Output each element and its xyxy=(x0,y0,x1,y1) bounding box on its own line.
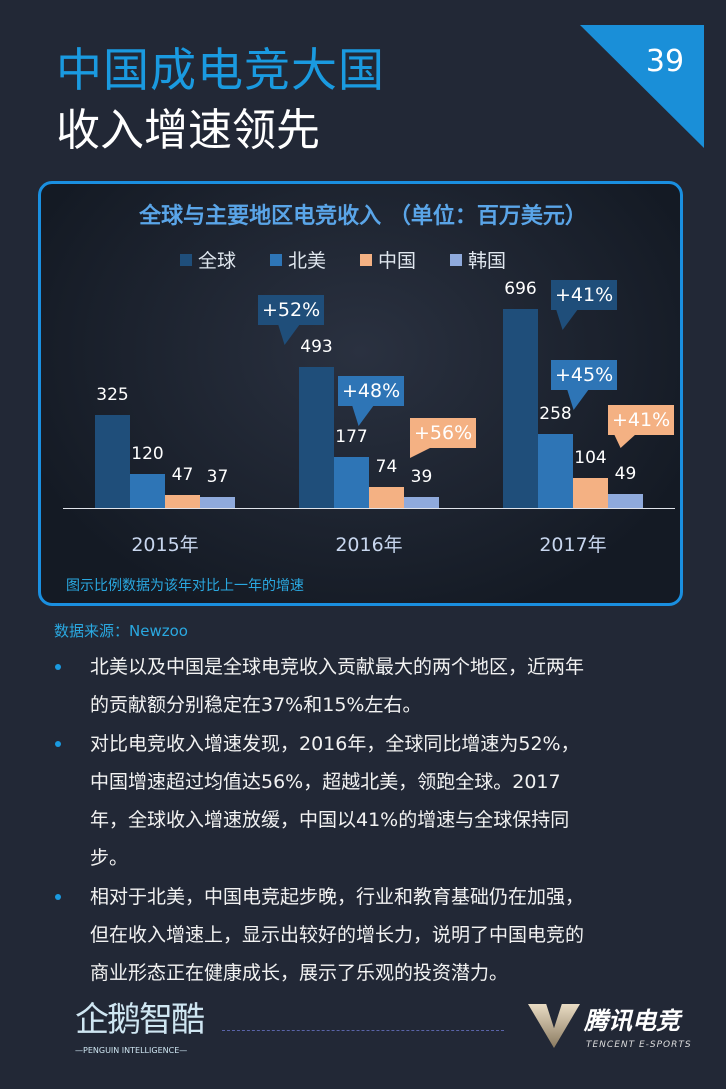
chart-panel xyxy=(38,181,683,606)
bullet-text-line: 中国增速超过均值达56%，超越北美，领跑全球。2017 xyxy=(90,771,561,793)
chart-legend: 全球 北美 中国 韩国 xyxy=(180,246,506,273)
bullet-icon xyxy=(55,894,61,900)
legend-label: 北美 xyxy=(288,250,327,272)
legend-item: 中国 xyxy=(360,246,416,273)
chart-note: 图示比例数据为该年对比上一年的增速 xyxy=(66,578,304,594)
bullet-icon xyxy=(55,664,61,670)
legend-label: 韩国 xyxy=(468,250,507,272)
bullet-text-line: 对比电竞收入增速发现，2016年，全球同比增速为52%， xyxy=(90,733,580,755)
legend-swatch xyxy=(360,253,373,266)
chart-title: 全球与主要地区电竞收入 （单位：百万美元） xyxy=(139,204,587,229)
penguin-intelligence-logo: 企鹅智酷 xyxy=(75,1000,205,1040)
bullet-text-line: 但在收入增速上，显示出较好的增长力，说明了中国电竞的 xyxy=(90,924,585,946)
legend-swatch xyxy=(270,253,283,266)
legend-item: 北美 xyxy=(270,246,326,273)
bullet-text-line: 步。 xyxy=(90,847,129,869)
bullet-icon xyxy=(55,741,61,747)
tencent-esports-sub: TENCENT E-SPORTS xyxy=(586,1040,692,1050)
title-line1: 中国成电竞大国 xyxy=(56,43,385,97)
legend-label: 中国 xyxy=(378,250,417,272)
divider xyxy=(222,1030,504,1031)
source-text: 数据来源：Newzoo xyxy=(54,622,188,640)
legend-label: 全球 xyxy=(198,250,237,272)
tencent-esports-logo: 腾讯电竞 xyxy=(584,1007,680,1035)
title-line2: 收入增速领先 xyxy=(56,105,320,156)
tencent-esports-v-icon xyxy=(528,1004,580,1048)
bullet-text-line: 年，全球收入增速放缓，中国以41%的增速与全球保持同 xyxy=(90,809,570,831)
bullet-text-line: 的贡献额分别稳定在37%和15%左右。 xyxy=(90,694,422,716)
legend-item: 全球 xyxy=(180,246,236,273)
bullet-text-line: 商业形态正在健康成长，展示了乐观的投资潜力。 xyxy=(90,962,509,984)
bullet-text-line: 北美以及中国是全球电竞收入贡献最大的两个地区，近两年 xyxy=(90,656,585,678)
legend-swatch xyxy=(450,253,463,266)
legend-item: 韩国 xyxy=(450,246,506,273)
penguin-intelligence-sub: —PENGUIN INTELLIGENCE— xyxy=(75,1046,188,1055)
page-number: 39 xyxy=(645,44,685,79)
bullet-text-line: 相对于北美，中国电竞起步晚，行业和教育基础仍在加强， xyxy=(90,886,585,908)
legend-swatch xyxy=(180,253,192,266)
